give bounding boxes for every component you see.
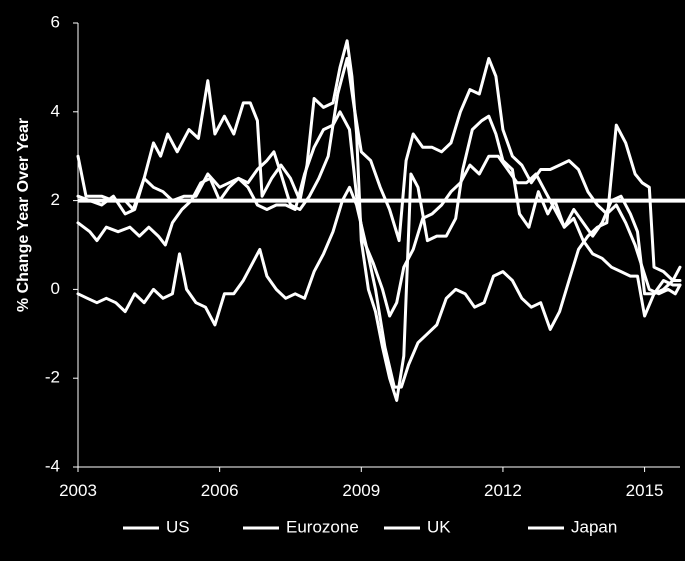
legend-label-japan: Japan: [571, 517, 617, 536]
x-tick-label: 2009: [342, 481, 380, 500]
y-axis-title: % Change Year Over Year: [15, 118, 32, 312]
series-line-uk: [76, 57, 682, 296]
legend-label-eurozone: Eurozone: [286, 517, 359, 536]
plot-lines: [76, 39, 682, 402]
legend: US Eurozone UK Japan: [123, 517, 617, 536]
axes: -4 -2 0 2 4 6 2003 2006 2009 2012 2015: [45, 12, 680, 500]
series-line-japan: [76, 123, 682, 389]
y-tick-label: 4: [51, 101, 60, 120]
y-tick-label: -2: [45, 368, 60, 387]
x-tick-label: 2012: [484, 481, 522, 500]
y-tick-label: 0: [51, 279, 60, 298]
y-tick-label: 6: [51, 12, 60, 31]
y-tick-label: 2: [51, 190, 60, 209]
legend-label-us: US: [166, 517, 190, 536]
legend-label-uk: UK: [427, 517, 451, 536]
x-tick-label: 2006: [201, 481, 239, 500]
series-line-us: [76, 39, 682, 402]
x-tick-label: 2003: [59, 481, 97, 500]
y-tick-label: -4: [45, 456, 60, 475]
x-tick-label: 2015: [626, 481, 664, 500]
